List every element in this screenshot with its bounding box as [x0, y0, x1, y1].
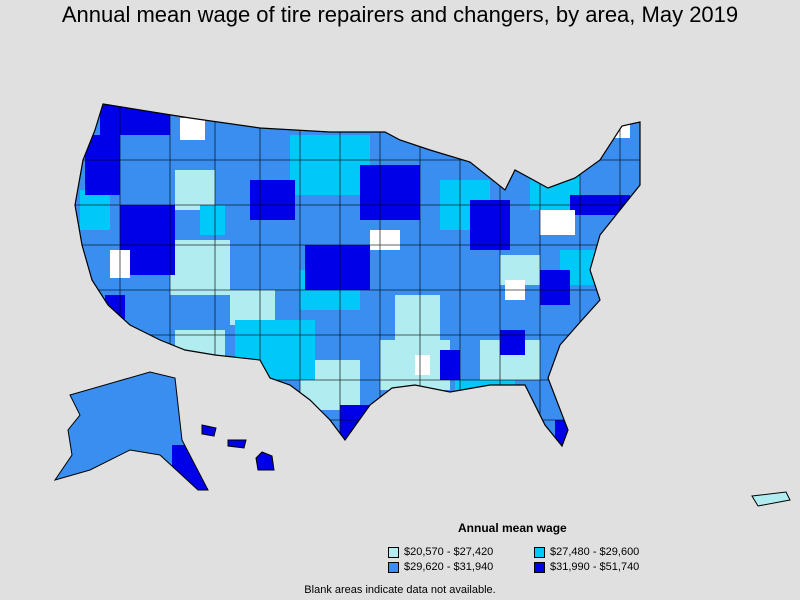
legend-label: $29,620 - $31,940: [404, 561, 494, 573]
legend-swatch: [534, 561, 545, 573]
legend-swatch: [388, 561, 399, 573]
legend-item-31990: $31,990 - $51,740: [534, 561, 639, 573]
hawaii-outline: [201, 424, 275, 471]
legend-label: $27,480 - $29,600: [550, 546, 640, 558]
legend-label: $20,570 - $27,420: [404, 546, 494, 558]
legend-swatch: [388, 546, 399, 558]
legend-swatch: [534, 546, 545, 558]
legend-item-20570: $20,570 - $27,420: [388, 546, 493, 558]
legend-title: Annual mean wage: [458, 521, 567, 535]
conus-outline: [74, 103, 641, 448]
legend-item-27480: $27,480 - $29,600: [534, 546, 639, 558]
map-title: Annual mean wage of tire repairers and c…: [61, 2, 739, 27]
alaska-outline: [53, 371, 209, 491]
footnote: Blank areas indicate data not available.: [304, 584, 496, 596]
legend-item-29620: $29,620 - $31,940: [388, 561, 493, 573]
puerto-rico-region: [751, 491, 791, 507]
alaska-region: [55, 372, 208, 490]
legend-label: $31,990 - $51,740: [550, 561, 640, 573]
